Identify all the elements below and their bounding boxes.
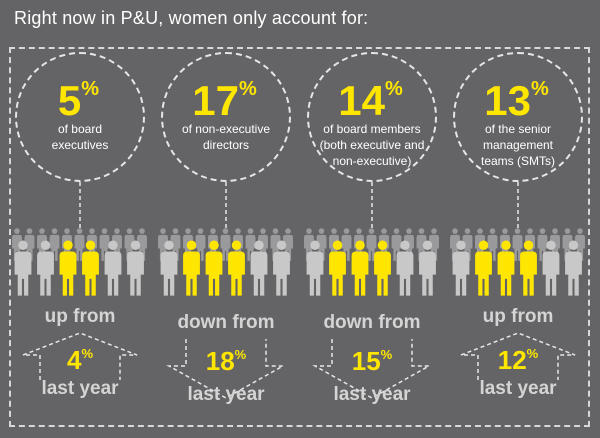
trend-label: down from: [177, 312, 275, 333]
person-icon-woman: [228, 240, 245, 296]
person-icon-man: [273, 240, 290, 296]
last-year-label: last year: [41, 378, 119, 399]
stat-percentage: 14%: [338, 77, 403, 124]
people-icon-group: [12, 228, 147, 296]
stat-percentage: 17%: [192, 77, 257, 124]
stat-percentage: 13%: [484, 77, 549, 124]
page-title: Right now in P&U, women only account for…: [14, 8, 369, 28]
person-icon-man: [565, 240, 582, 296]
people-icon-group: [304, 228, 439, 296]
previous-percentage: 18%: [205, 346, 247, 376]
person-icon-man: [160, 240, 178, 296]
connector-lines: [79, 182, 81, 232]
connector-lines: [517, 182, 519, 232]
person-icon-woman: [351, 240, 369, 296]
person-icon-woman: [59, 240, 77, 296]
trend-label: up from: [44, 306, 116, 327]
previous-percentage: 4%: [66, 345, 94, 375]
people-icon-group: [450, 228, 585, 296]
stat-column-senior-management-teams: 13% of the senior management teams (SMTs) …: [444, 0, 589, 438]
stat-circle: [161, 52, 291, 182]
person-icon-man: [452, 240, 470, 296]
person-icon-man: [127, 240, 144, 296]
up-arrow-icon: [460, 332, 576, 380]
last-year-label: last year: [187, 384, 265, 405]
person-icon-man: [396, 240, 414, 296]
trend-label: down from: [323, 312, 421, 333]
stat-description: of the senior management teams (SMTs): [480, 122, 555, 169]
stat-circle: [453, 52, 583, 182]
people-icon-group: [158, 228, 293, 296]
person-icon-man: [37, 240, 54, 296]
last-year-label: last year: [479, 378, 557, 399]
stat-column-board-executives: 5% of board executives up from 4% last ye…: [6, 0, 151, 438]
person-icon-man: [104, 240, 122, 296]
person-icon-background: [366, 228, 377, 261]
person-icon-background: [74, 228, 85, 261]
stat-description: of board members (both executive and non-e…: [319, 122, 425, 169]
person-icon-man: [419, 240, 436, 296]
down-arrow-icon: [166, 339, 286, 399]
person-icon-woman: [329, 240, 346, 296]
up-arrow-icon: [22, 332, 138, 380]
person-icon-man: [306, 240, 324, 296]
person-icon-woman: [374, 240, 391, 296]
person-icon-woman: [497, 240, 515, 296]
person-icon-woman: [205, 240, 223, 296]
stat-circle: [307, 52, 437, 182]
down-arrow-icon: [312, 339, 432, 399]
connector-lines: [225, 182, 227, 232]
person-icon-woman: [475, 240, 492, 296]
dashed-frame: [9, 47, 590, 427]
person-icon-background: [220, 228, 231, 261]
stat-description: of non-executive directors: [181, 122, 271, 153]
previous-percentage: 15%: [351, 346, 393, 376]
person-icon-woman: [82, 240, 99, 296]
previous-percentage: 12%: [497, 345, 539, 375]
stat-column-board-members: 14% of board members (both executive and n…: [298, 0, 443, 438]
stat-column-non-executive-directors: 17% of non-executive directors down from …: [152, 0, 297, 438]
trend-label: up from: [482, 306, 554, 327]
person-icon-woman: [183, 240, 200, 296]
person-icon-man: [250, 240, 268, 296]
stat-description: of board executives: [51, 122, 109, 153]
person-icon-man: [14, 240, 32, 296]
person-icon-background: [512, 228, 523, 261]
person-icon-man: [542, 240, 560, 296]
stat-circle: [15, 52, 145, 182]
person-icon-woman: [520, 240, 537, 296]
stat-percentage: 5%: [57, 77, 100, 124]
connector-lines: [371, 182, 373, 232]
last-year-label: last year: [333, 384, 411, 405]
